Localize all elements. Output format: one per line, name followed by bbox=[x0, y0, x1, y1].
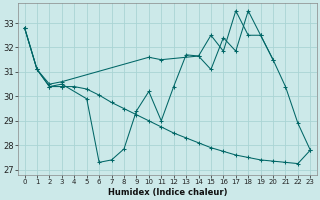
X-axis label: Humidex (Indice chaleur): Humidex (Indice chaleur) bbox=[108, 188, 227, 197]
